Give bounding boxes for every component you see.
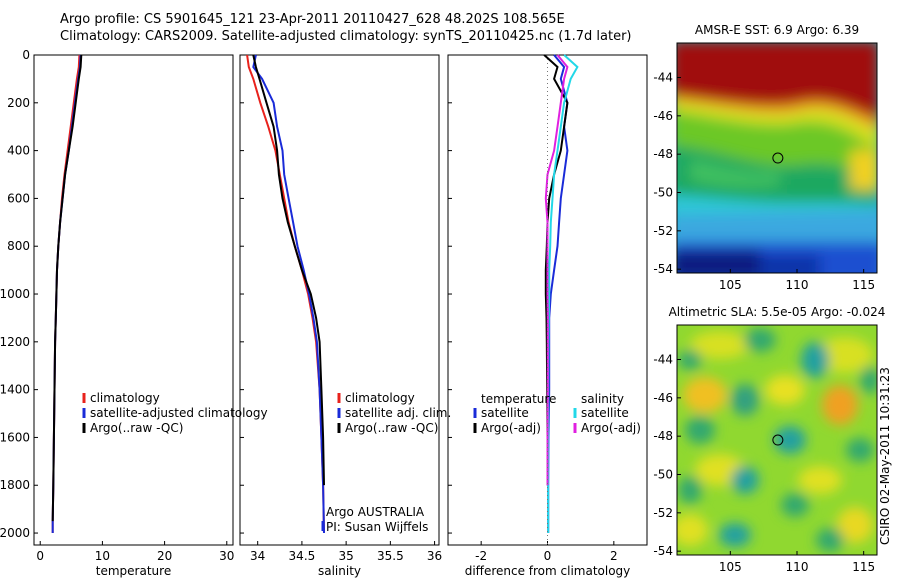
creation-stamp: CSIRO 02-May-2011 10:31:23 <box>878 367 892 545</box>
sst-map-field <box>677 43 877 273</box>
diff-panel-legend-heading: salinity <box>581 392 624 406</box>
sst-map-ytick-label: -50 <box>653 186 673 200</box>
sla-map-ytick-label: -54 <box>653 544 673 558</box>
temp-panel-ytick-label: 600 <box>7 191 30 205</box>
sst-map-ytick-label: -52 <box>653 224 673 238</box>
temp-panel-frame <box>33 54 234 546</box>
sla-map-frame <box>676 324 878 556</box>
sla-map-ytick-label: -46 <box>653 391 673 405</box>
sal-panel-annotation: PI: Susan Wijffels <box>326 520 428 534</box>
diff-panel-legend-label: satellite <box>481 406 529 420</box>
temp-panel-ytick-label: 1000 <box>0 287 30 301</box>
sal-panel-xlabel: salinity <box>318 564 361 578</box>
sal-panel-legend-label: Argo(..raw -QC) <box>345 421 438 435</box>
sla-map-xtick-label: 110 <box>786 560 809 574</box>
figure-title-line1: Argo profile: CS 5901645_121 23-Apr-2011… <box>60 12 565 27</box>
sst-map-ytick-label: -44 <box>653 71 673 85</box>
sst-map-ytick-label: -54 <box>653 262 673 276</box>
diff-panel-xlabel: difference from climatology <box>465 564 631 578</box>
temp-panel-legend-label: Argo(..raw -QC) <box>90 421 183 435</box>
temp-panel-ytick-label: 1400 <box>0 383 30 397</box>
sla-map-ytick-label: -44 <box>653 353 673 367</box>
sst-map-xtick-label: 105 <box>719 278 742 292</box>
temp-panel-ytick-label: 800 <box>7 239 30 253</box>
sst-map-ytick-label: -46 <box>653 109 673 123</box>
sal-panel-annotation: Argo AUSTRALIA <box>326 505 425 519</box>
sla-map-title: Altimetric SLA: 5.5e-05 Argo: -0.024 <box>669 305 886 319</box>
figure-title-line2: Climatology: CARS2009. Satellite-adjuste… <box>60 29 632 44</box>
temp-panel-xlabel: temperature <box>96 564 171 578</box>
temp-panel-ytick-label: 0 <box>22 48 30 62</box>
sst-map-ytick-label: -48 <box>653 147 673 161</box>
sst-map-xtick-label: 110 <box>786 278 809 292</box>
temp-panel-ytick-label: 400 <box>7 144 30 158</box>
diff-panel-legend-label: Argo(-adj) <box>481 421 541 435</box>
temp-panel-line-black <box>51 54 83 522</box>
sal-panel-line-black <box>252 54 325 486</box>
sst-map-argo-marker <box>772 152 784 164</box>
temp-panel-xtick-label: 0 <box>36 549 44 563</box>
temp-panel-ytick-label: 2000 <box>0 526 30 540</box>
sla-map-argo-marker <box>772 434 784 446</box>
temp-panel-ytick-label: 1200 <box>0 335 30 349</box>
diff-panel-xtick-label: -2 <box>475 549 487 563</box>
sla-map-xtick-label: 115 <box>852 560 875 574</box>
sal-panel-legend-label: satellite adj. clim. <box>345 406 451 420</box>
sal-panel-xtick-label: 34.5 <box>289 549 316 563</box>
temp-panel-xtick-label: 20 <box>157 549 172 563</box>
temp-panel-ytick-label: 1800 <box>0 478 30 492</box>
temp-panel-legend-label: satellite-adjusted climatology <box>90 406 268 420</box>
sal-panel-xtick-label: 35.5 <box>377 549 404 563</box>
sla-map-xtick-label: 105 <box>719 560 742 574</box>
diff-panel-line-magenta <box>544 54 569 486</box>
diff-panel-legend-label: satellite <box>581 406 629 420</box>
temp-panel-xtick-label: 10 <box>95 549 110 563</box>
sla-map-ytick-label: -52 <box>653 506 673 520</box>
sal-panel-xtick-label: 34 <box>250 549 265 563</box>
sal-panel-line-blue <box>252 54 325 534</box>
temp-panel-xtick-label: 30 <box>219 549 234 563</box>
sst-map-title: AMSR-E SST: 6.9 Argo: 6.39 <box>695 23 859 37</box>
sst-map-frame <box>676 42 878 274</box>
sst-map-xtick-label: 115 <box>852 278 875 292</box>
diff-panel-xtick-label: 2 <box>610 549 618 563</box>
diff-panel-xtick-label: 0 <box>544 549 552 563</box>
sla-map-ytick-label: -48 <box>653 429 673 443</box>
sal-panel-legend-label: climatology <box>345 391 415 405</box>
sal-panel-xtick-label: 35 <box>338 549 353 563</box>
temp-panel-ytick-label: 200 <box>7 96 30 110</box>
sal-panel-frame <box>239 54 440 546</box>
diff-panel-line-cyan <box>547 54 579 533</box>
sal-panel-xtick-label: 36 <box>427 549 442 563</box>
temp-panel-ytick-label: 1600 <box>0 430 30 444</box>
sla-map-ytick-label: -50 <box>653 468 673 482</box>
diff-panel-legend-label: Argo(-adj) <box>581 421 641 435</box>
sal-panel-line-red <box>246 54 325 534</box>
sla-map-field <box>677 325 877 555</box>
temp-panel-legend-label: climatology <box>90 391 160 405</box>
diff-panel-legend-heading: temperature <box>481 392 556 406</box>
